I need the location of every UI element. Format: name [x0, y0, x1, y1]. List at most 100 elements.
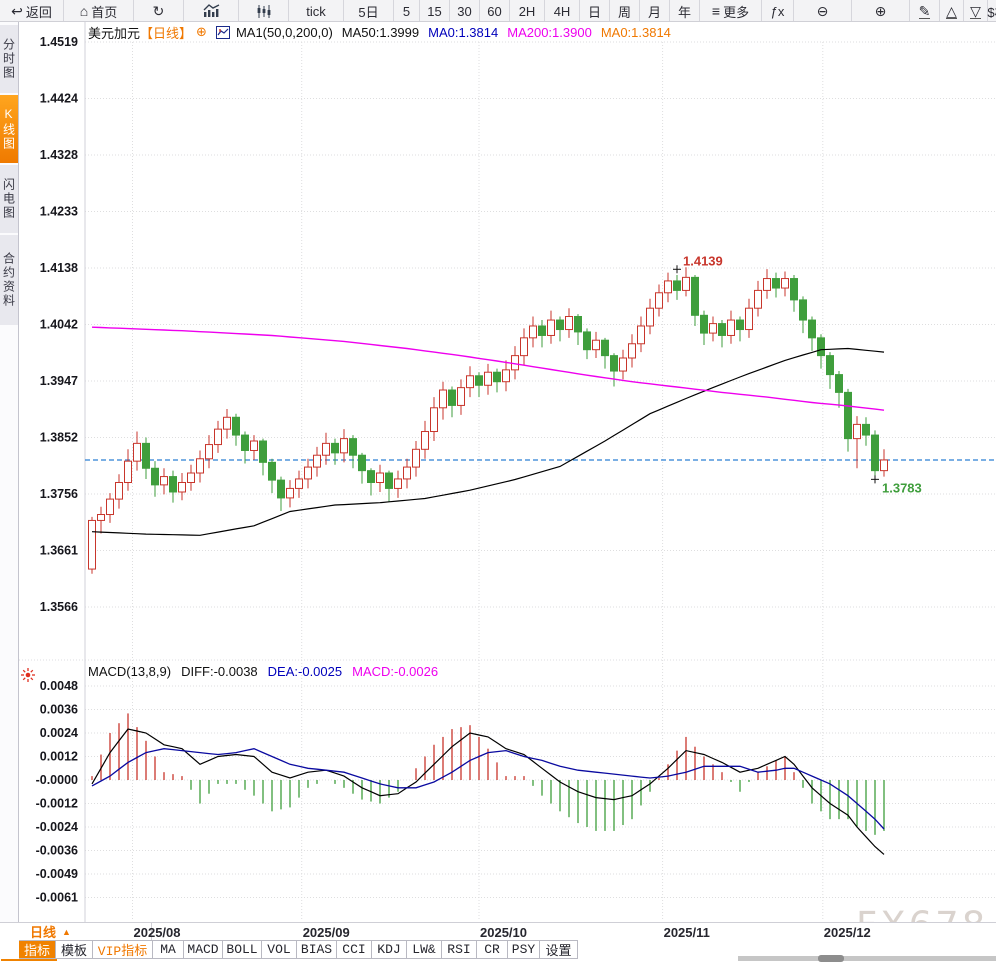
indicator-settings-icon[interactable] — [20, 667, 36, 683]
svg-text:1.3947: 1.3947 — [40, 374, 78, 388]
sidebar-item-lightning-chart[interactable]: 闪电图 — [0, 165, 18, 233]
svg-text:0.0048: 0.0048 — [40, 679, 78, 693]
timeframe-15[interactable]: 15 — [420, 0, 450, 21]
timeframe-60[interactable]: 60 — [480, 0, 510, 21]
area-chart-icon — [203, 4, 219, 17]
marker-down-button[interactable]: ▽ — [964, 0, 988, 21]
svg-text:1.4138: 1.4138 — [40, 261, 78, 275]
ma-settings-label: MA1(50,0,200,0) — [235, 24, 333, 40]
refresh-button-icon: ↻ — [152, 3, 165, 19]
indicator-fx-button[interactable]: ƒx — [762, 0, 794, 21]
refresh-button[interactable]: ↻ — [134, 0, 184, 21]
marker-down-button-icon: ▽ — [970, 2, 981, 19]
svg-text:-0.0000: -0.0000 — [36, 773, 78, 787]
timeframe-month[interactable]: 月 — [640, 0, 670, 21]
ma0-value-orange: MA0:1.3814 — [600, 24, 671, 40]
x-axis-label: 2025/12 — [823, 925, 871, 940]
candlestick-icon — [257, 4, 270, 18]
svg-text:1.4328: 1.4328 — [40, 148, 78, 162]
kline-mini-icon — [215, 25, 230, 39]
tab-PSY[interactable]: PSY — [508, 941, 540, 959]
tab-设置[interactable]: 设置 — [540, 941, 578, 959]
period-up-arrow-icon: ▲ — [62, 926, 71, 937]
tab-BIAS[interactable]: BIAS — [297, 941, 337, 959]
macd-panel-header: MACD(13,8,9) DIFF:-0.0038 DEA:-0.0025 MA… — [88, 664, 438, 679]
expand-indicator-icon[interactable]: ⊕ — [196, 24, 207, 39]
marker-up-button[interactable]: △ — [940, 0, 964, 21]
svg-text:1.4519: 1.4519 — [40, 35, 78, 49]
tab-LW&[interactable]: LW& — [407, 941, 442, 959]
tab-模板[interactable]: 模板 — [56, 941, 93, 959]
svg-text:1.3852: 1.3852 — [40, 431, 78, 445]
zoom-out-button-icon: ⊖ — [816, 3, 829, 19]
macd-layer — [91, 713, 885, 855]
timeframe-5d[interactable]: 5日 — [344, 0, 394, 21]
x-axis-label: 2025/08 — [133, 925, 181, 940]
price-alert-button[interactable]: $模 — [987, 0, 996, 21]
tab-BOLL[interactable]: BOLL — [223, 941, 262, 959]
svg-text:1.3756: 1.3756 — [40, 487, 78, 501]
timeframe-4h[interactable]: 4H — [545, 0, 580, 21]
ma0-value-blue: MA0:1.3814 — [428, 24, 499, 40]
marker-up-button-icon: △ — [946, 2, 957, 19]
bottom-strip — [0, 958, 996, 962]
time-axis-row: 日线 ▲ 2025/08 2025/09 2025/10 2025/11 2025/12 — [0, 922, 996, 941]
zoom-out-button[interactable]: ⊖ — [794, 0, 852, 21]
timeframe-year[interactable]: 年 — [670, 0, 700, 21]
zoom-in-button[interactable]: ⊕ — [852, 0, 910, 21]
horizontal-scrollbar[interactable] — [738, 956, 996, 961]
sidebar-item-time-chart[interactable]: 分时图 — [0, 25, 18, 93]
svg-text:1.3566: 1.3566 — [40, 600, 78, 614]
draw-button-icon: ✎ — [918, 2, 931, 19]
svg-text:0.0024: 0.0024 — [40, 726, 78, 740]
svg-text:1.4233: 1.4233 — [40, 205, 78, 219]
x-axis-label: 2025/11 — [663, 925, 710, 940]
tab-VOL[interactable]: VOL — [262, 941, 297, 959]
timeframe-5[interactable]: 5 — [394, 0, 420, 21]
more-button[interactable]: ≡ 更多 — [700, 0, 762, 21]
overlay-lines-layer — [91, 326, 885, 536]
macd-title: MACD(13,8,9) — [88, 664, 172, 679]
scrollbar-thumb[interactable] — [818, 955, 844, 962]
home-button[interactable]: ⌂ 首页 — [64, 0, 134, 21]
timeframe-30[interactable]: 30 — [450, 0, 480, 21]
timeframe-2h[interactable]: 2H — [510, 0, 545, 21]
tab-RSI[interactable]: RSI — [442, 941, 477, 959]
symbol-name: 美元加元 — [88, 25, 141, 41]
tab-MA[interactable]: MA — [153, 941, 184, 959]
tab-CCI[interactable]: CCI — [337, 941, 372, 959]
ma50-value: MA50:1.3999 — [341, 24, 420, 40]
svg-text:1.4042: 1.4042 — [40, 318, 78, 332]
draw-button[interactable]: ✎ — [910, 0, 940, 21]
tab-CR[interactable]: CR — [477, 941, 508, 959]
macd-value: MACD:-0.0026 — [352, 664, 439, 679]
svg-text:-0.0024: -0.0024 — [36, 820, 78, 834]
price-panel-header: 美元加元 【日线】 ⊕ MA1(50,0,200,0) MA50:1.3999 M… — [88, 24, 671, 41]
candles-layer — [88, 267, 888, 574]
svg-text:1.3661: 1.3661 — [40, 544, 78, 558]
tab-MACD[interactable]: MACD — [184, 941, 223, 959]
x-axis-label: 2025/09 — [302, 925, 350, 940]
timeframe-week[interactable]: 周 — [610, 0, 640, 21]
grid-layer: 1.4519 1.4424 1.4328 1.4233 1.4138 1.4042 1.39… — [19, 22, 996, 922]
candle-chart-button[interactable] — [239, 0, 289, 21]
sidebar-item-contract-info[interactable]: 合约资料 — [0, 235, 18, 325]
tab-VIP指标[interactable]: VIP指标 — [93, 941, 153, 959]
back-button-icon: ↩ — [11, 3, 23, 19]
svg-text:0.0012: 0.0012 — [40, 750, 78, 764]
area-chart-button[interactable] — [184, 0, 239, 21]
svg-text:1.4424: 1.4424 — [40, 92, 78, 106]
tab-KDJ[interactable]: KDJ — [372, 941, 407, 959]
sidebar-item-kline-chart[interactable]: K线图 — [0, 95, 18, 163]
tab-指标[interactable]: 指标 — [19, 941, 56, 959]
timeframe-tick[interactable]: tick — [289, 0, 344, 21]
back-button[interactable]: ↩ 返回 — [0, 0, 64, 21]
period-selector[interactable]: 日线 ▲ — [19, 923, 152, 941]
macd-diff-value: DIFF:-0.0038 — [181, 664, 258, 679]
more-button-icon: ≡ — [711, 3, 721, 19]
svg-text:-0.0061: -0.0061 — [36, 891, 78, 905]
timeframe-day[interactable]: 日 — [580, 0, 610, 21]
